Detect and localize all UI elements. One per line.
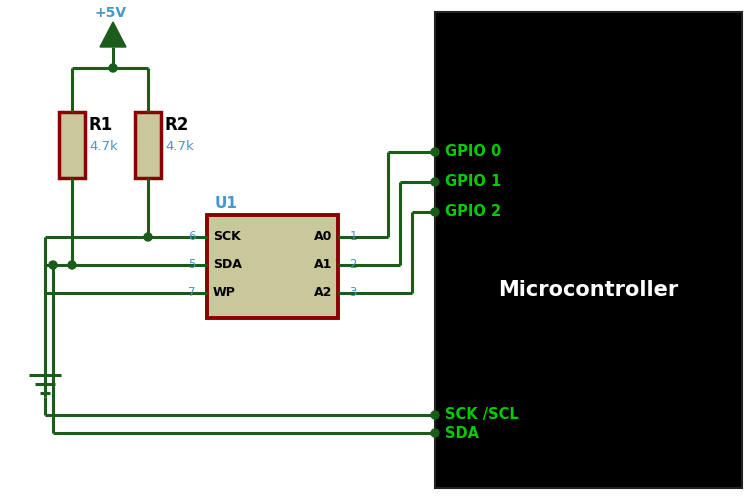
Circle shape xyxy=(109,64,117,72)
Text: 5: 5 xyxy=(188,258,196,272)
Circle shape xyxy=(431,208,439,216)
Text: Microcontroller: Microcontroller xyxy=(498,280,679,300)
Text: GPIO 0: GPIO 0 xyxy=(445,144,501,160)
Text: A0: A0 xyxy=(314,230,332,243)
Circle shape xyxy=(68,261,76,269)
Text: R1: R1 xyxy=(89,116,113,134)
Polygon shape xyxy=(100,22,126,47)
Text: A2: A2 xyxy=(314,286,332,300)
Text: 4.7k: 4.7k xyxy=(89,140,118,153)
Bar xyxy=(435,12,742,488)
Text: SDA: SDA xyxy=(445,426,479,440)
Text: SCK: SCK xyxy=(213,230,241,243)
Text: SDA: SDA xyxy=(213,258,242,272)
Text: 2: 2 xyxy=(350,258,357,272)
Circle shape xyxy=(431,178,439,186)
Text: 1: 1 xyxy=(350,230,357,243)
Bar xyxy=(59,112,85,178)
Text: GPIO 1: GPIO 1 xyxy=(445,174,501,190)
Circle shape xyxy=(431,411,439,419)
Text: SCK /SCL: SCK /SCL xyxy=(445,408,519,422)
Text: A1: A1 xyxy=(314,258,332,272)
Bar xyxy=(135,112,161,178)
Circle shape xyxy=(144,233,152,241)
Text: 6: 6 xyxy=(188,230,196,243)
Text: 3: 3 xyxy=(350,286,357,300)
Text: R2: R2 xyxy=(165,116,189,134)
Circle shape xyxy=(431,429,439,437)
Text: WP: WP xyxy=(213,286,236,300)
Text: GPIO 2: GPIO 2 xyxy=(445,204,501,220)
Circle shape xyxy=(431,148,439,156)
Circle shape xyxy=(49,261,57,269)
Text: +5V: +5V xyxy=(95,6,127,20)
Text: 4.7k: 4.7k xyxy=(165,140,194,153)
Text: U1: U1 xyxy=(215,196,238,211)
Text: 7: 7 xyxy=(188,286,196,300)
Bar xyxy=(207,215,338,318)
